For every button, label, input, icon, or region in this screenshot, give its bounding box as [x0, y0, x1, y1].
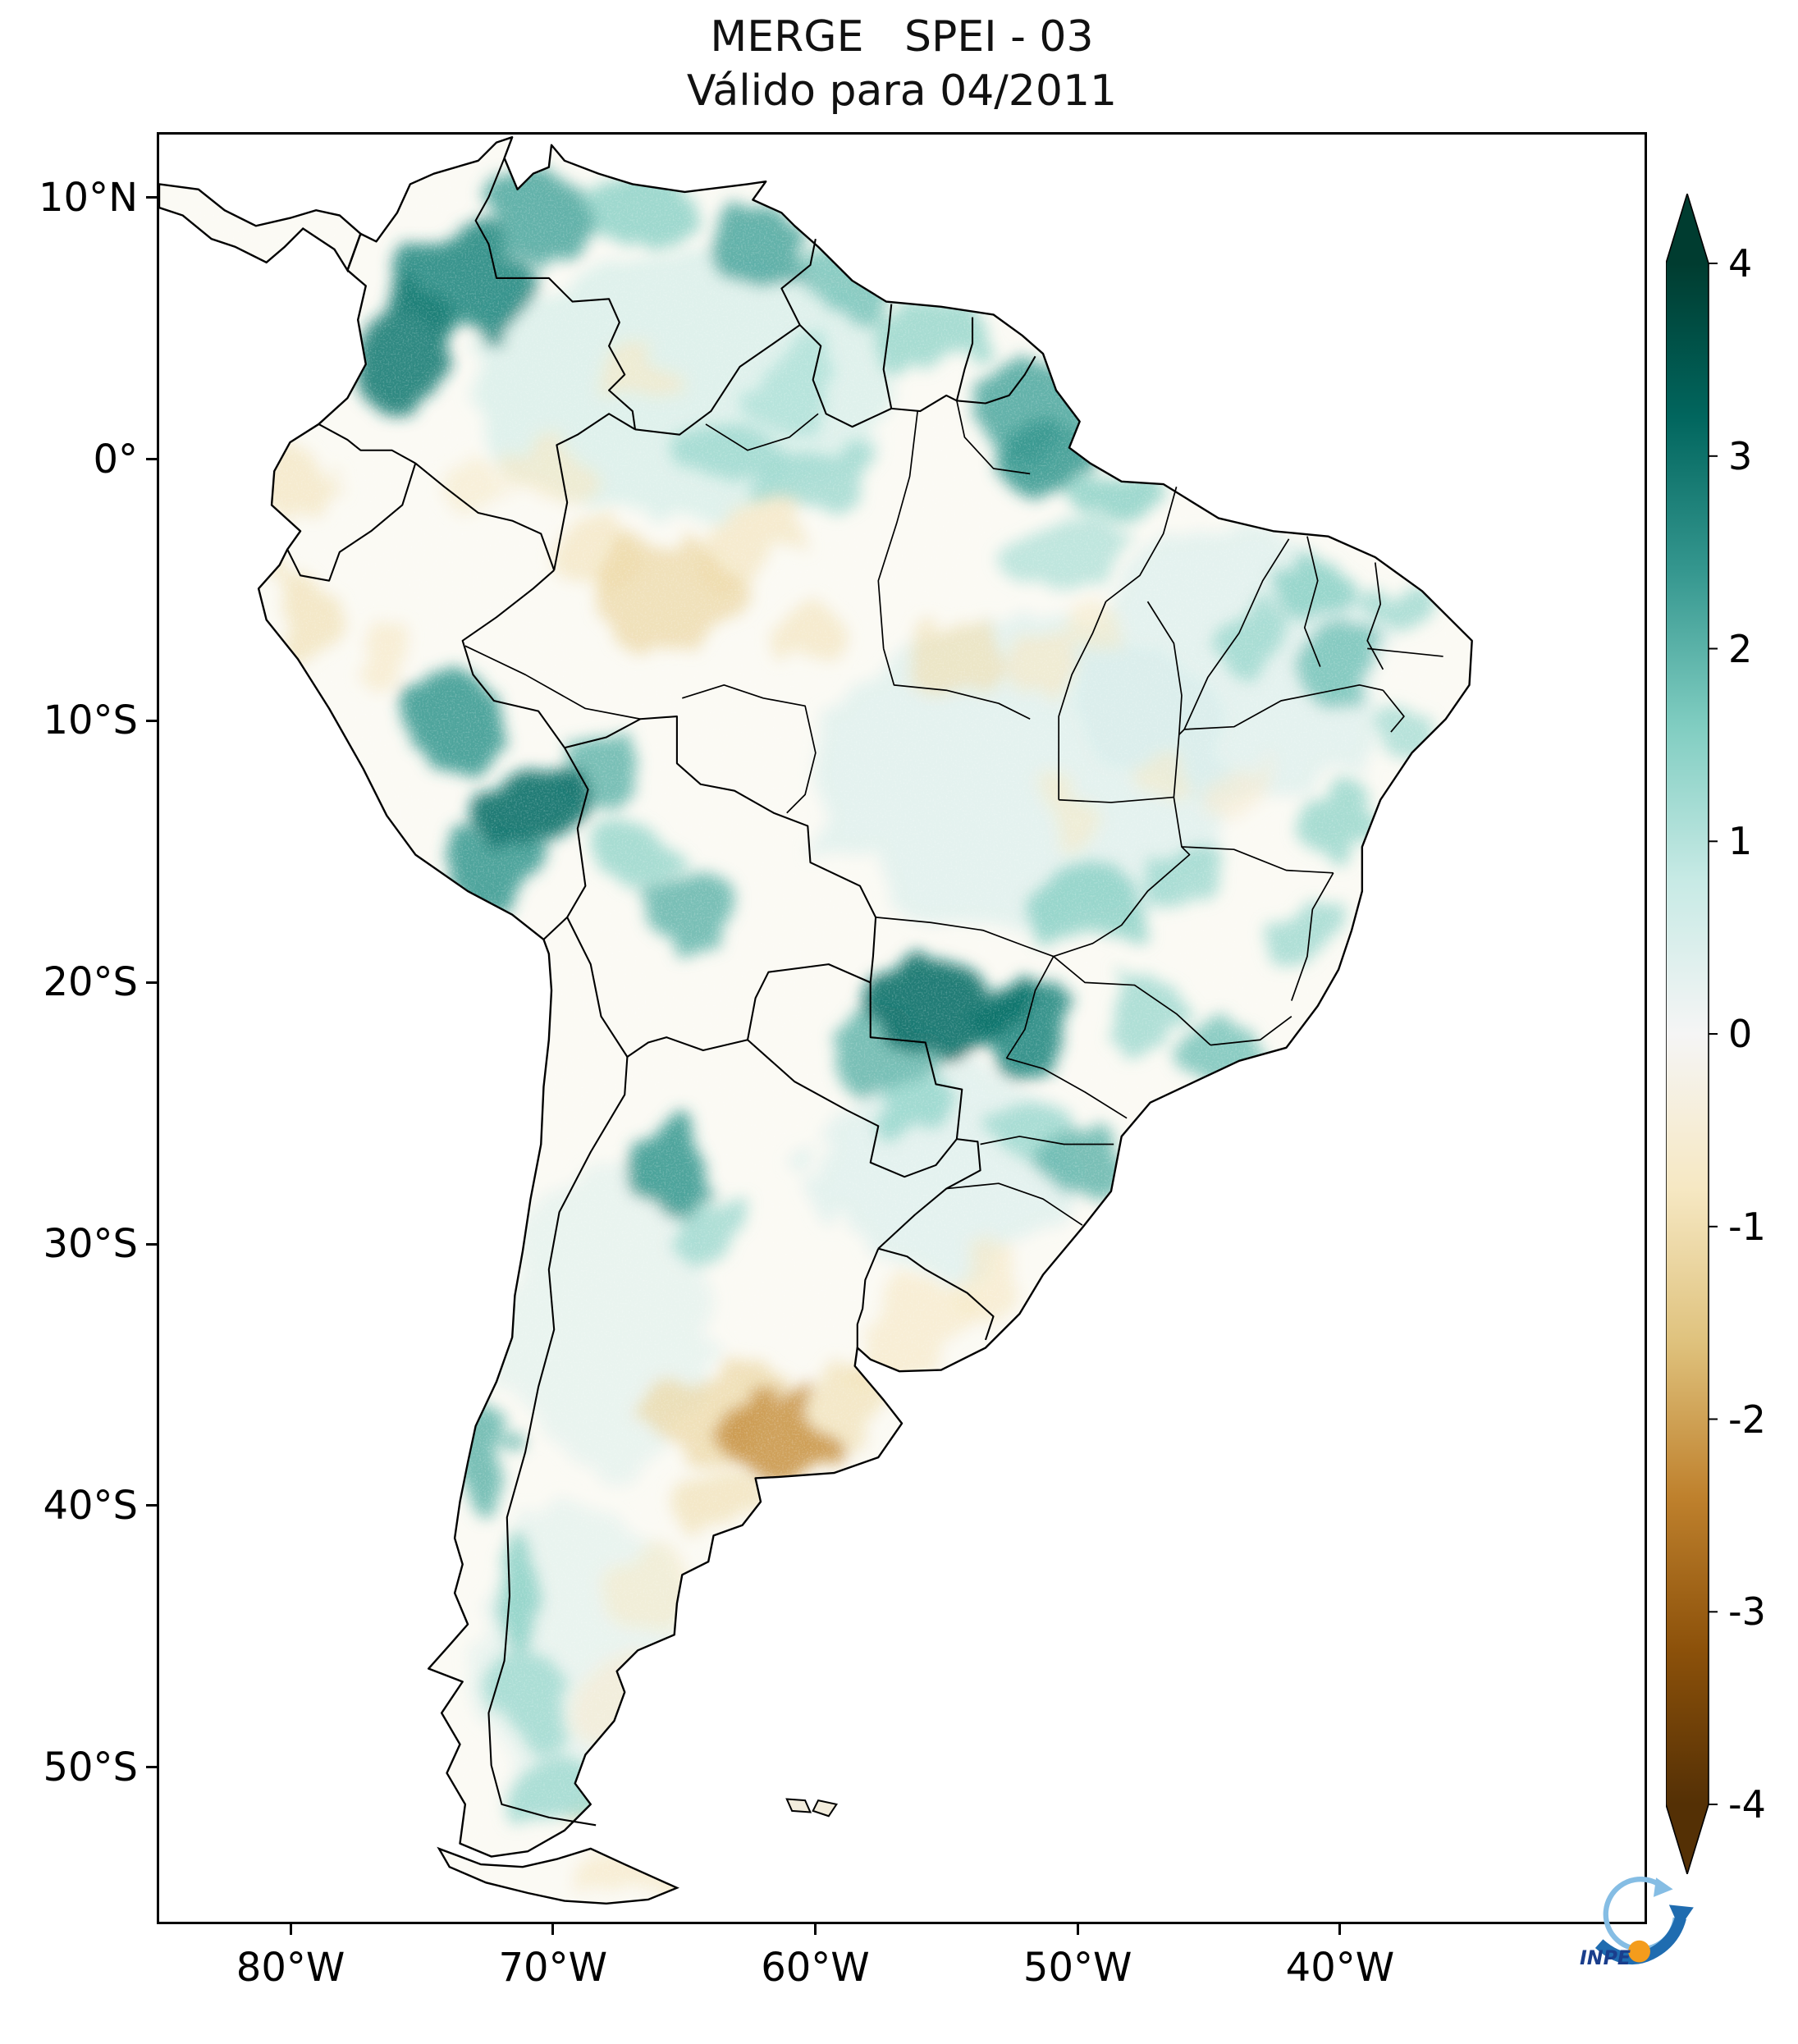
- y-tick-mark: [146, 458, 157, 461]
- south-america-map: [159, 135, 1473, 1905]
- colorbar-tick-label: -4: [1728, 1782, 1766, 1827]
- colorbar-tick-label: 0: [1728, 1012, 1753, 1056]
- map-plot-area: INPE: [157, 132, 1694, 1969]
- inpe-logo: INPE: [1572, 1866, 1704, 1982]
- colorbar-tick-label: -2: [1728, 1397, 1766, 1442]
- colorbar-tick-label: 3: [1728, 433, 1753, 478]
- y-tick-mark: [146, 981, 157, 984]
- x-tick-mark: [1076, 1924, 1079, 1935]
- y-tick-mark: [146, 196, 157, 199]
- y-tick-mark: [146, 1766, 157, 1769]
- x-tick-label: 60°W: [761, 1945, 870, 1991]
- x-tick-mark: [1338, 1924, 1342, 1935]
- y-tick-mark: [146, 719, 157, 722]
- colorbar-tick-label: 4: [1728, 241, 1753, 286]
- colorbar: [1666, 194, 1718, 1874]
- inpe-swirl-icon: INPE: [1580, 1877, 1694, 1969]
- y-tick-label: 50°S: [43, 1744, 138, 1790]
- x-tick-mark: [813, 1924, 817, 1935]
- colorbar-tick-label: -3: [1728, 1589, 1766, 1635]
- x-tick-label: 50°W: [1023, 1945, 1132, 1991]
- x-tick-mark: [551, 1924, 555, 1935]
- y-tick-mark: [146, 1504, 157, 1507]
- y-tick-label: 0°: [93, 436, 138, 482]
- y-tick-label: 30°S: [43, 1221, 138, 1268]
- x-tick-label: 80°W: [236, 1945, 345, 1991]
- y-tick-label: 10°N: [39, 174, 138, 221]
- chart-subtitle: Válido para 04/2011: [686, 66, 1118, 116]
- x-tick-mark: [289, 1924, 292, 1935]
- inpe-logo-text: INPE: [1580, 1946, 1631, 1969]
- colorbar-tick-label: 1: [1728, 819, 1753, 864]
- colorbar-tick-label: -1: [1728, 1204, 1766, 1249]
- y-tick-label: 10°S: [43, 697, 138, 744]
- y-tick-label: 40°S: [43, 1482, 138, 1529]
- y-tick-mark: [146, 1242, 157, 1246]
- y-tick-label: 20°S: [43, 959, 138, 1006]
- chart-title: MERGE SPEI - 03: [710, 12, 1094, 62]
- x-tick-label: 70°W: [498, 1945, 608, 1991]
- colorbar-tick-label: 2: [1728, 626, 1753, 671]
- x-tick-label: 40°W: [1285, 1945, 1395, 1991]
